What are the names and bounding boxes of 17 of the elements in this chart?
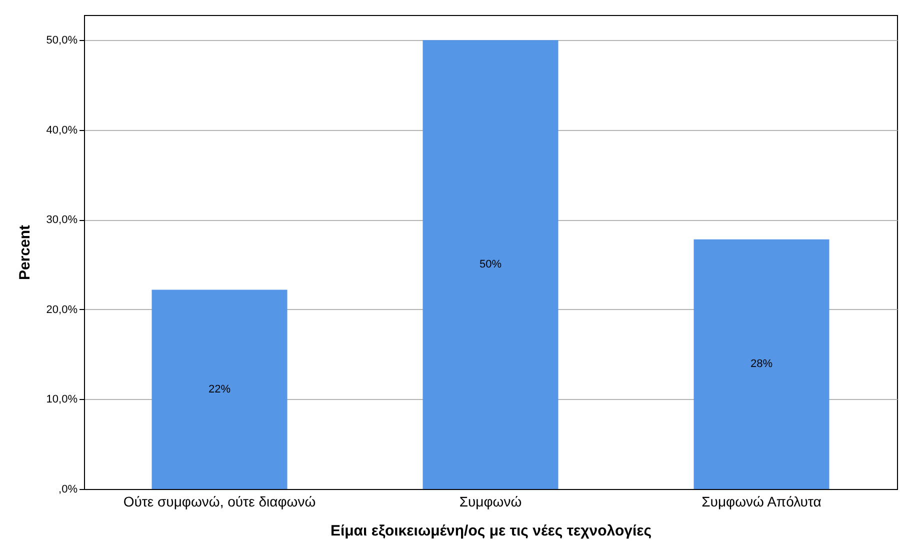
bar [152,290,288,489]
y-tick-label: 30,0% [46,214,78,226]
y-tick-label: 50,0% [46,34,78,47]
x-tick-label: Ούτε συμφωνώ, ούτε διαφωνώ [123,494,316,510]
data-label: 50% [479,258,502,271]
y-tick-label: 20,0% [46,304,78,316]
data-label: 28% [750,358,773,370]
y-tick-label: ,0% [58,484,78,496]
x-tick-label: Συμφωνώ Απόλυτα [702,494,822,510]
bar [422,40,558,489]
bar [694,239,830,489]
y-tick-label: 10,0% [46,394,78,406]
data-label: 22% [208,383,231,396]
x-axis-title: Είμαι εξοικειωμένη/ος με τις νέες τεχνολογίες [330,522,652,540]
y-axis-title: Percent [16,224,34,280]
y-tick-label: 40,0% [46,124,78,136]
x-tick-label: Συμφωνώ [459,494,522,510]
